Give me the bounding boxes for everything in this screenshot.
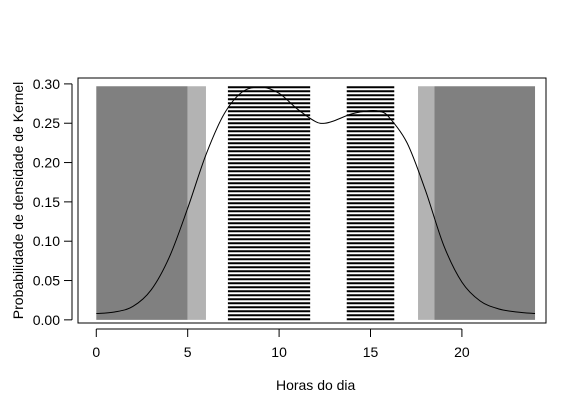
y-tick-label: 0.20: [33, 155, 60, 171]
curve-layer: [96, 86, 536, 315]
x-tick-label: 5: [184, 344, 192, 360]
band-afternoon: [346, 86, 395, 321]
band-dawn: [187, 86, 206, 320]
y-tick-label: 0.00: [33, 312, 60, 328]
band-night: [96, 86, 188, 320]
y-tick-label: 0.30: [33, 76, 60, 92]
y-axis-title: Probabilidade de densidade de Kernel: [10, 82, 26, 319]
band-night-late: [434, 86, 536, 320]
x-axis-title: Horas do dia: [276, 377, 356, 393]
density-curve: [96, 86, 536, 315]
y-tick-label: 0.25: [33, 115, 60, 131]
y-tick-label: 0.15: [33, 194, 60, 210]
x-tick-label: 15: [363, 344, 379, 360]
x-axis: 0 5 10 15 20: [92, 328, 470, 360]
y-axis: 0.00 0.05 0.10 0.15 0.20 0.25 0.30: [33, 76, 73, 328]
x-tick-label: 10: [271, 344, 287, 360]
y-tick-label: 0.05: [33, 273, 60, 289]
bands-layer: [96, 86, 536, 321]
plot-frame: [77, 77, 547, 324]
x-tick-label: 0: [92, 344, 100, 360]
band-morning: [227, 86, 311, 321]
band-dusk: [418, 86, 435, 320]
x-tick-label: 20: [454, 344, 470, 360]
y-tick-label: 0.10: [33, 233, 60, 249]
